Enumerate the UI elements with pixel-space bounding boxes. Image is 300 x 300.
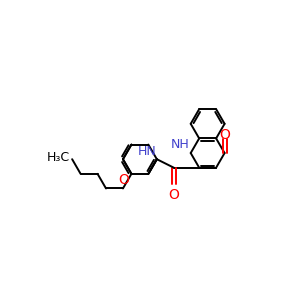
Text: O: O bbox=[118, 173, 129, 187]
Text: O: O bbox=[168, 188, 179, 203]
Text: NH: NH bbox=[170, 138, 189, 151]
Text: H₃C: H₃C bbox=[47, 151, 70, 164]
Text: O: O bbox=[219, 128, 230, 142]
Text: HN: HN bbox=[137, 145, 156, 158]
